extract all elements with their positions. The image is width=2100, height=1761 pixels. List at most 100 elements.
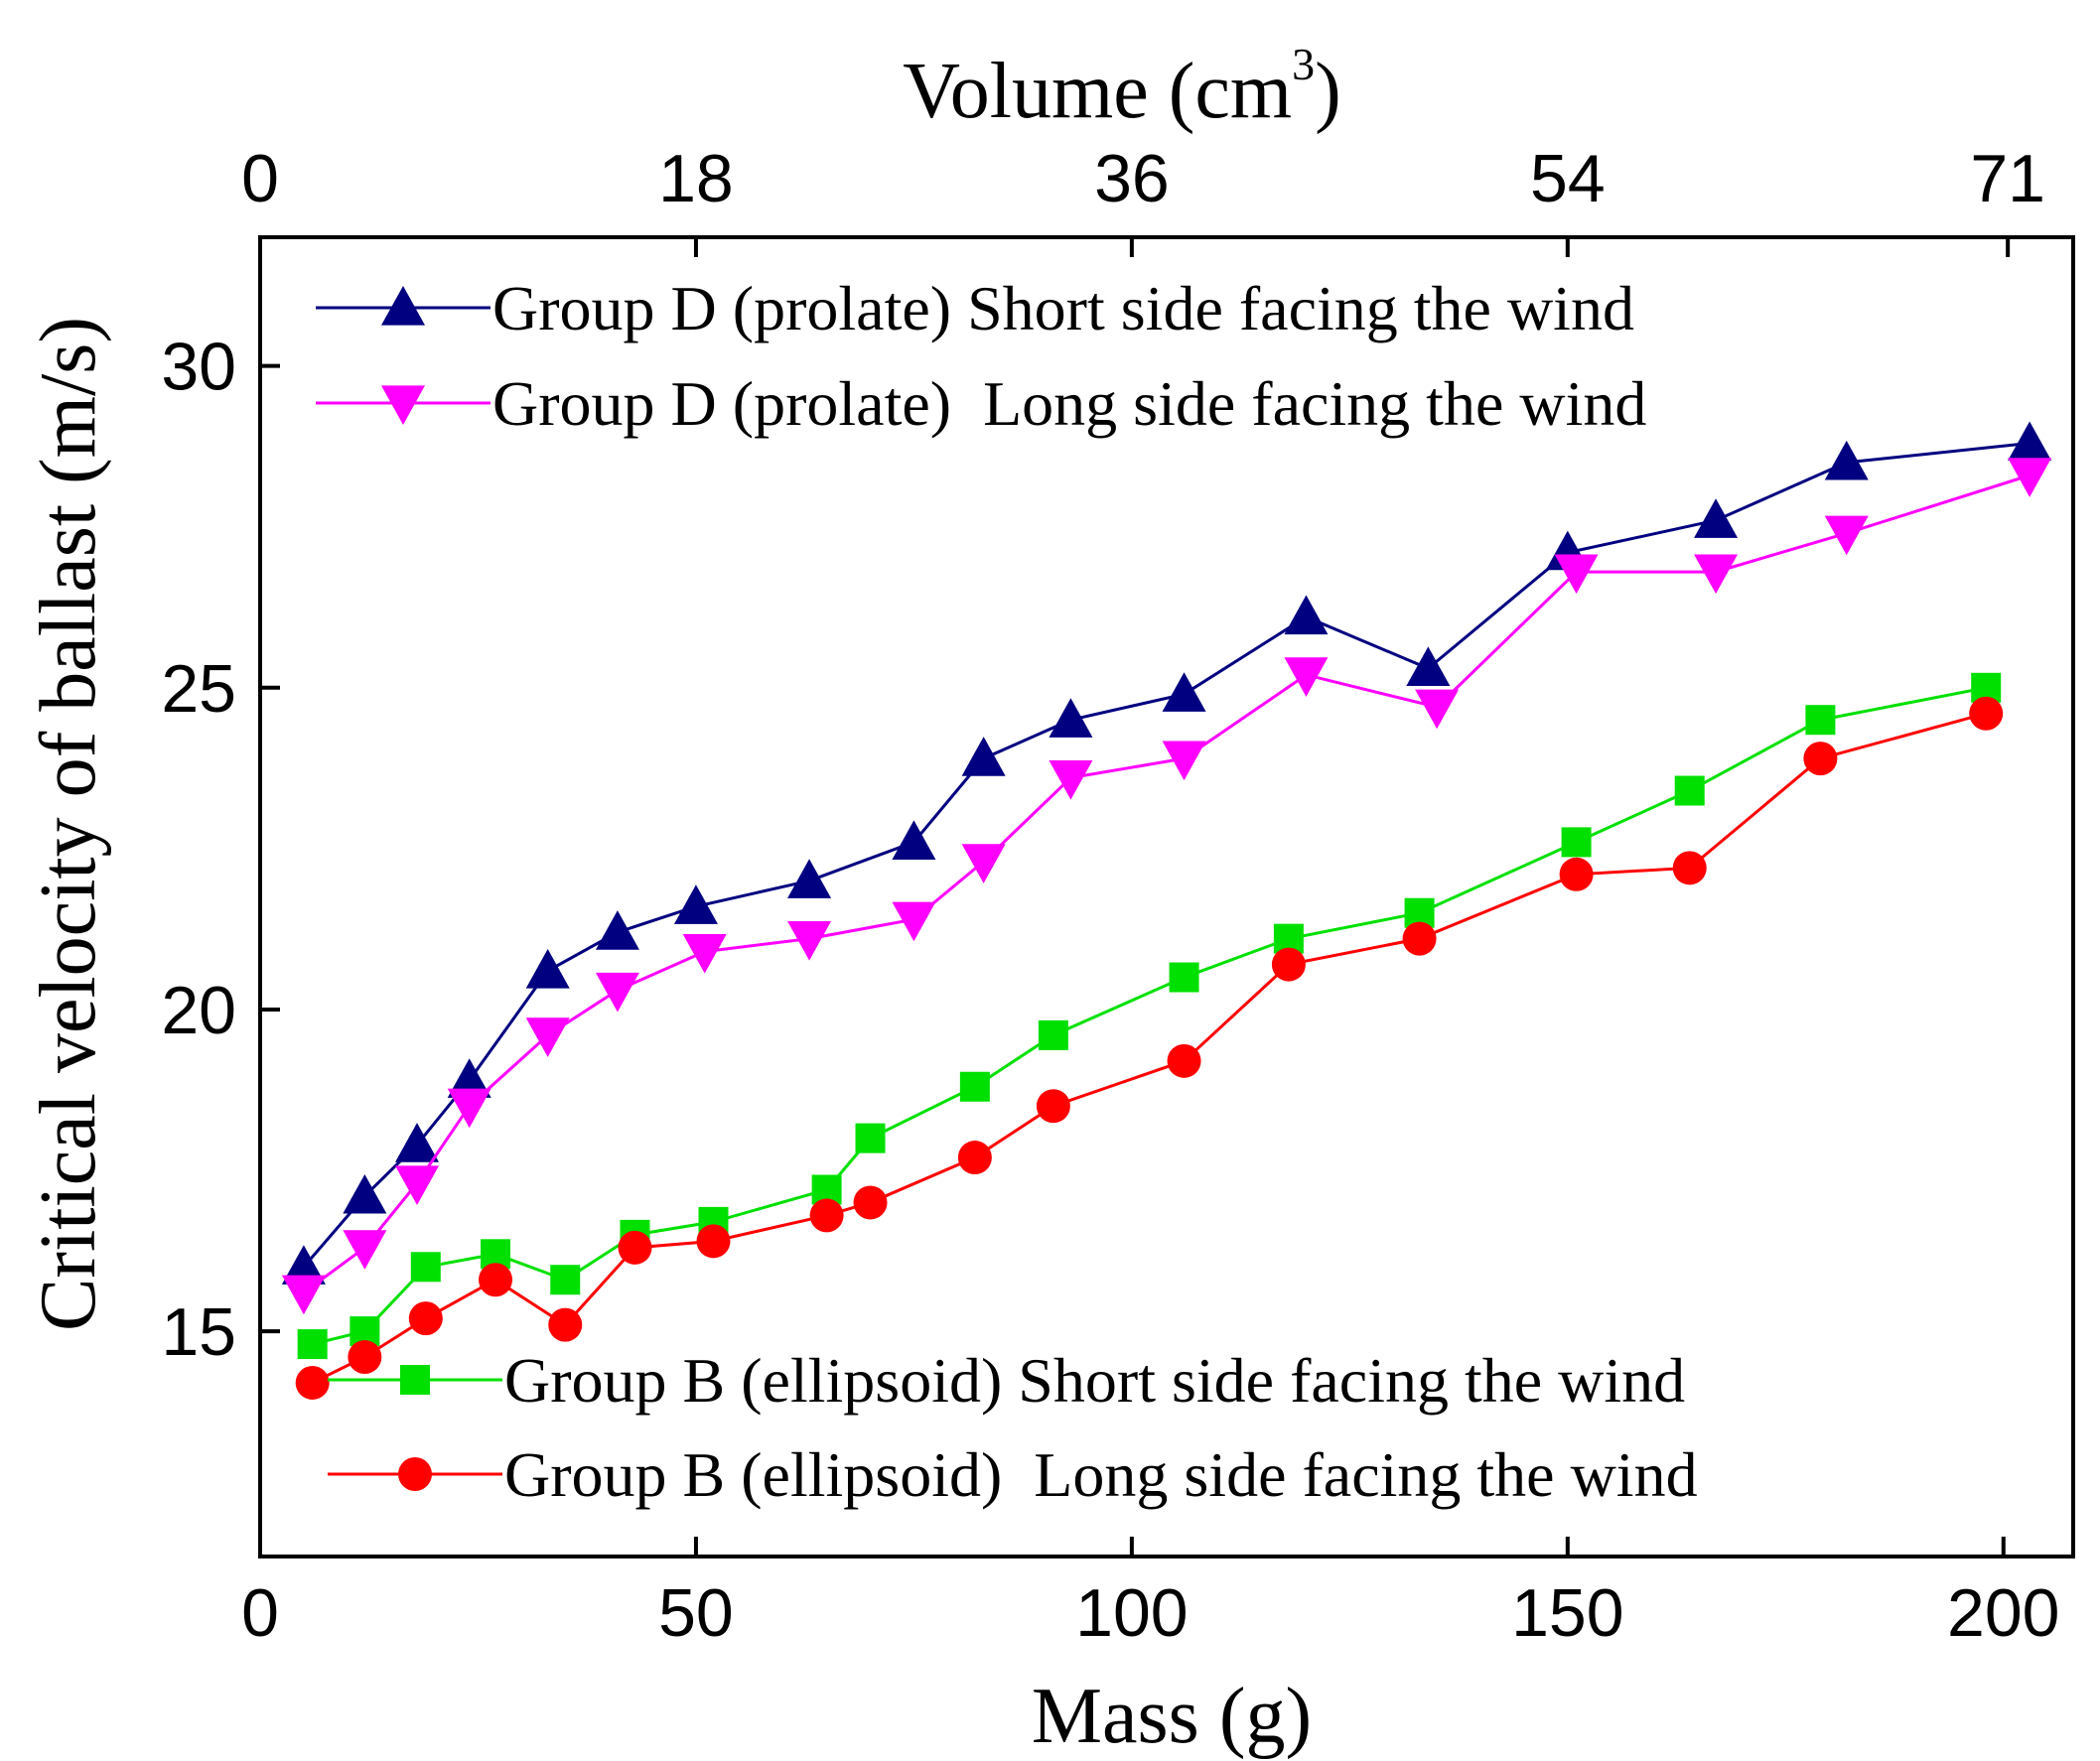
data-point bbox=[1694, 498, 1739, 538]
data-point bbox=[398, 1457, 432, 1491]
data-point bbox=[961, 844, 1006, 883]
data-point bbox=[961, 737, 1006, 776]
data-point bbox=[855, 1123, 886, 1153]
data-point bbox=[959, 1071, 990, 1102]
data-point bbox=[957, 1141, 992, 1175]
data-point bbox=[281, 1275, 326, 1315]
top-axis-title: Volume (cm3) bbox=[903, 39, 1340, 135]
data-point bbox=[787, 859, 832, 898]
data-point bbox=[447, 1058, 491, 1098]
data-point bbox=[892, 820, 936, 860]
x-tick-label: 0 bbox=[241, 1575, 279, 1651]
data-point bbox=[1672, 851, 1707, 885]
legend-label: Group D (prolate) Short side facing the … bbox=[492, 273, 1634, 343]
data-point bbox=[1559, 857, 1594, 891]
top-x-tick-label: 54 bbox=[1530, 141, 1606, 216]
data-point bbox=[1169, 962, 1199, 993]
data-point bbox=[1406, 646, 1451, 686]
data-point bbox=[295, 1365, 330, 1400]
legend-label: Group B (ellipsoid) Short side facing th… bbox=[504, 1345, 1685, 1416]
legend-label: Group B (ellipsoid) Long side facing the… bbox=[504, 1439, 1698, 1510]
series-line bbox=[303, 474, 2030, 1294]
data-point bbox=[1402, 921, 1437, 956]
data-point bbox=[550, 1265, 581, 1295]
top-axis-title-main: Volume (cm bbox=[903, 48, 1292, 135]
data-point bbox=[1162, 672, 1206, 712]
data-point bbox=[1284, 595, 1329, 635]
data-point bbox=[618, 1230, 652, 1265]
data-point bbox=[1674, 775, 1705, 806]
data-point bbox=[348, 1340, 382, 1375]
x-tick-label: 150 bbox=[1511, 1575, 1623, 1651]
data-point bbox=[892, 901, 936, 942]
data-point bbox=[853, 1185, 888, 1220]
data-point bbox=[1805, 705, 1836, 736]
data-point bbox=[1038, 1019, 1068, 1050]
legend-entry-4: Group B (ellipsoid) Long side facing the… bbox=[328, 1439, 1698, 1510]
data-point bbox=[381, 385, 425, 425]
data-point bbox=[1167, 1043, 1201, 1078]
data-point bbox=[400, 1365, 430, 1395]
data-point bbox=[525, 949, 570, 989]
data-point bbox=[281, 1245, 326, 1285]
data-point bbox=[1561, 827, 1592, 858]
data-point bbox=[1554, 554, 1599, 595]
legend-entry-2: Group D (prolate) Long side facing the w… bbox=[316, 368, 1646, 439]
data-point bbox=[1284, 657, 1329, 697]
data-point bbox=[809, 1198, 844, 1233]
data-point bbox=[408, 1301, 443, 1336]
data-point bbox=[1803, 742, 1838, 776]
data-point bbox=[1969, 696, 2004, 731]
top-axis-title-close: ) bbox=[1315, 48, 1341, 135]
data-point bbox=[1162, 741, 1206, 781]
data-point bbox=[525, 1017, 570, 1057]
data-point bbox=[447, 1088, 491, 1129]
data-point bbox=[595, 910, 639, 950]
data-point bbox=[1415, 689, 1460, 730]
y-tick-label: 20 bbox=[161, 973, 236, 1048]
data-point bbox=[479, 1263, 513, 1297]
series-1 bbox=[281, 421, 2052, 1285]
x-tick-label: 100 bbox=[1075, 1575, 1188, 1651]
top-x-tick-label: 36 bbox=[1094, 141, 1170, 216]
x-tick-label: 50 bbox=[658, 1575, 734, 1651]
data-point bbox=[548, 1307, 583, 1342]
data-point bbox=[2008, 458, 2052, 497]
plot-frame bbox=[258, 235, 2075, 1558]
data-point bbox=[595, 972, 639, 1013]
top-x-tick-label: 0 bbox=[241, 141, 279, 216]
data-point bbox=[410, 1252, 441, 1283]
legend-entry-3: Group B (ellipsoid) Short side facing th… bbox=[328, 1345, 1685, 1416]
legend-label: Group D (prolate) Long side facing the w… bbox=[492, 368, 1646, 439]
data-point bbox=[343, 1173, 387, 1214]
data-point bbox=[1694, 554, 1739, 595]
y-tick-label: 25 bbox=[161, 651, 236, 727]
data-point bbox=[1036, 1089, 1070, 1124]
data-point bbox=[343, 1230, 387, 1270]
top-x-tick-label: 18 bbox=[658, 141, 734, 216]
x-tick-label: 200 bbox=[1947, 1575, 2059, 1651]
data-point bbox=[787, 921, 832, 961]
data-point bbox=[673, 884, 718, 924]
data-point bbox=[1049, 759, 1093, 800]
y-tick-label: 30 bbox=[161, 330, 236, 405]
top-x-tick-label: 71 bbox=[1970, 141, 2045, 216]
y-axis-title: Critical velocity of ballast (m/s) bbox=[25, 317, 112, 1331]
data-point bbox=[395, 1123, 440, 1162]
y-tick-label: 15 bbox=[161, 1294, 236, 1370]
data-point bbox=[297, 1329, 328, 1360]
data-point bbox=[682, 934, 727, 974]
data-point bbox=[1271, 947, 1306, 982]
series-3 bbox=[297, 672, 2002, 1360]
legend-entry-1: Group D (prolate) Short side facing the … bbox=[316, 273, 1634, 343]
series-2 bbox=[281, 458, 2052, 1315]
data-point bbox=[696, 1224, 731, 1259]
series-4 bbox=[295, 696, 2004, 1400]
data-point bbox=[381, 286, 425, 326]
data-point bbox=[1824, 440, 1869, 480]
top-axis-title-superscript: 3 bbox=[1292, 39, 1315, 89]
data-point bbox=[1824, 515, 1869, 556]
